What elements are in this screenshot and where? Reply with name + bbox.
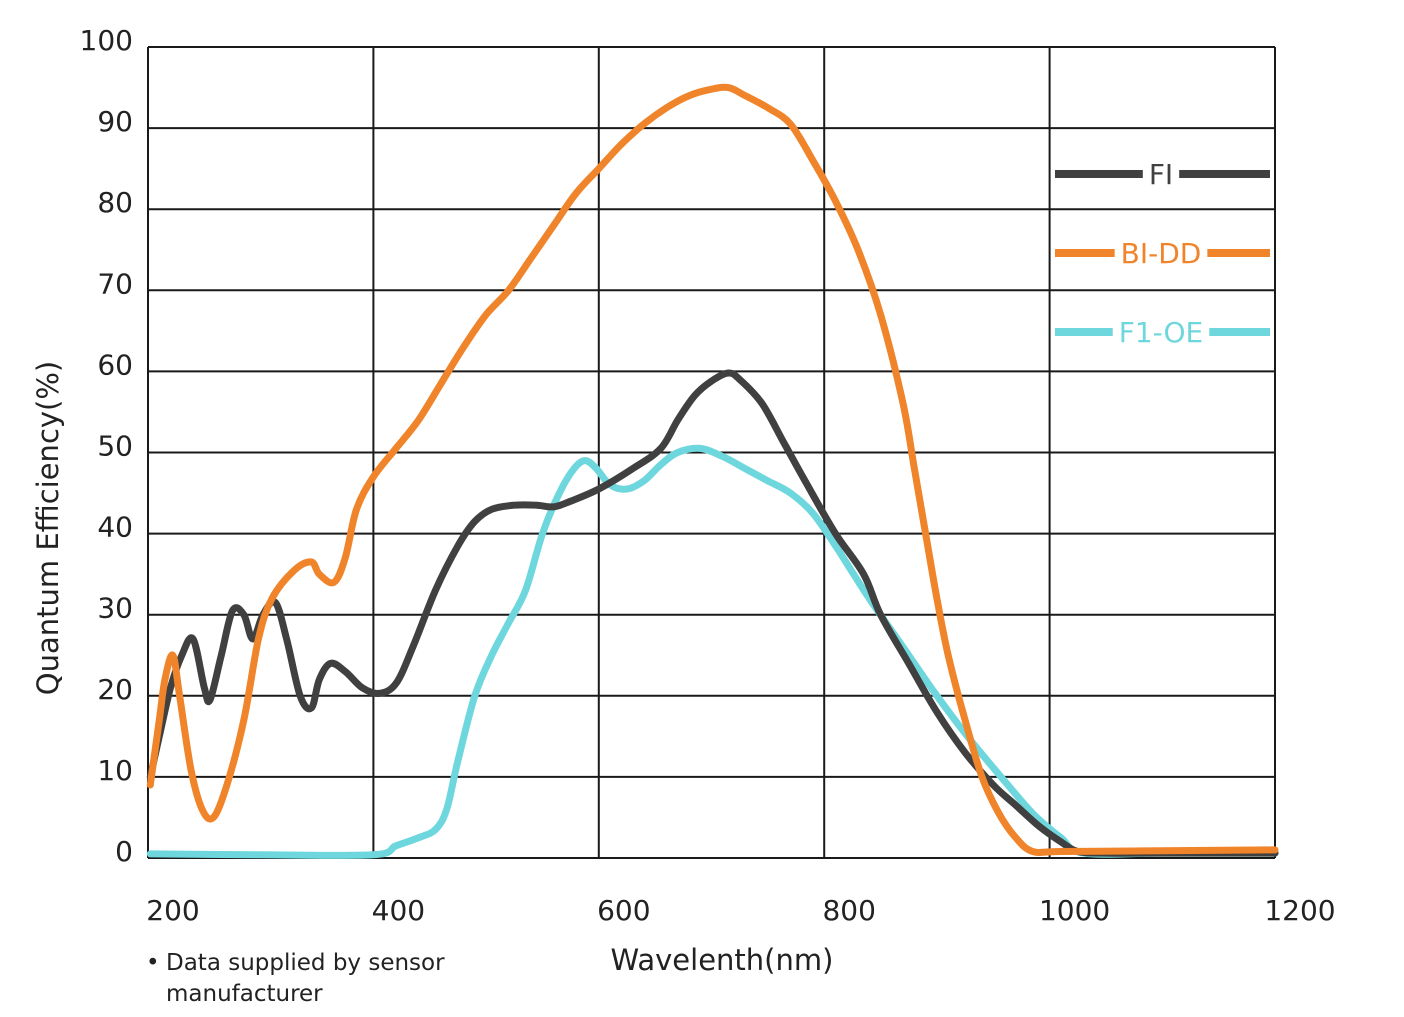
legend-label-bg (1114, 312, 1208, 352)
y-tick-label: 80 (97, 186, 133, 219)
series-line-f1-oe (146, 444, 1279, 859)
y-tick-label: 10 (97, 754, 133, 787)
y-tick-label: 60 (97, 348, 133, 381)
y-tick-label: 50 (97, 430, 133, 463)
legend-label: FI (1149, 158, 1173, 191)
y-tick-label: 30 (97, 592, 133, 625)
chart-series (146, 83, 1279, 859)
x-tick-label: 400 (372, 894, 425, 927)
y-tick-label: 100 (80, 24, 133, 57)
y-tick-label: 70 (97, 267, 133, 300)
legend-item-fi: FI (1055, 154, 1270, 194)
y-tick-label: 40 (97, 511, 133, 544)
y-tick-label: 90 (97, 105, 133, 138)
legend-label-bg (1116, 233, 1206, 273)
legend-label: BI-DD (1121, 237, 1202, 270)
y-axis-title: Quantum Efficiency(%) (31, 361, 65, 695)
bullet-icon: • (146, 950, 160, 976)
series-line-fi (146, 369, 1279, 857)
series-line-bi-dd (146, 83, 1279, 857)
legend-label-bg (1144, 154, 1178, 194)
data-source-note: • Data supplied by sensor manufacturer (146, 948, 510, 1010)
x-tick-label: 1200 (1264, 894, 1335, 927)
y-tick-label: 20 (97, 673, 133, 706)
y-tick-label: 0 (115, 835, 133, 868)
legend-label: F1-OE (1119, 316, 1204, 349)
data-source-text: Data supplied by sensor manufacturer (166, 950, 445, 1007)
x-tick-label: 1000 (1039, 894, 1110, 927)
chart-legend: FI BI-DD F1-OE (1055, 154, 1270, 352)
x-axis-title: Wavelenth(nm) (611, 943, 834, 977)
x-tick-label: 600 (597, 894, 650, 927)
legend-item-bi-dd: BI-DD (1055, 233, 1270, 273)
x-tick-label: 200 (146, 894, 199, 927)
x-tick-label: 800 (822, 894, 875, 927)
chart-ticks: 200 400 600 800 1000 1200 0 10 20 30 40 50 60 70 80 90 1… (80, 24, 1336, 927)
chart-grid (147, 46, 1276, 859)
legend-item-f1-oe: F1-OE (1055, 312, 1270, 352)
